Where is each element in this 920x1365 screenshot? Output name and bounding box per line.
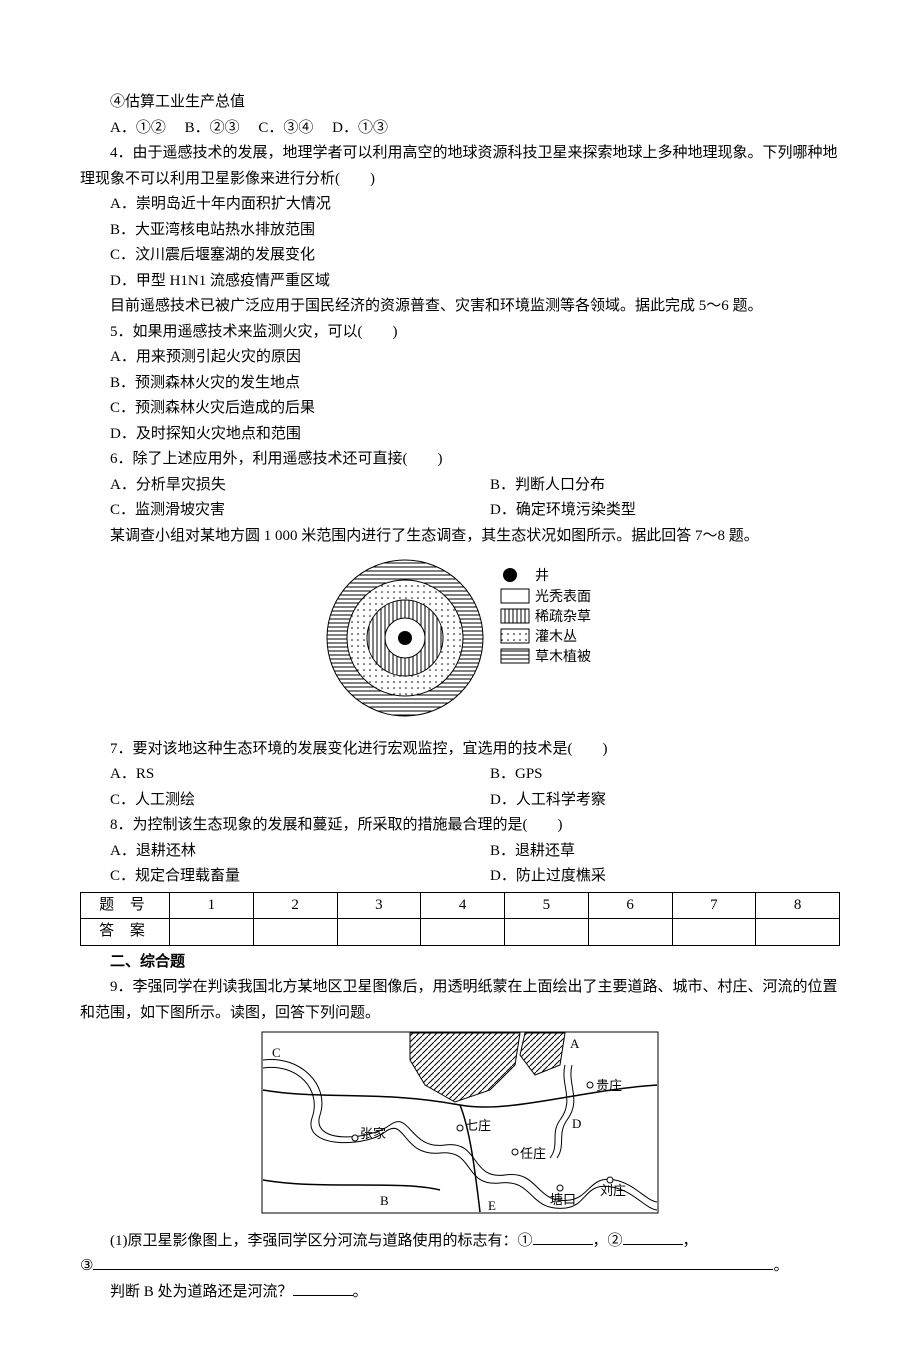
q9-sub1-b-suf: 。 <box>353 1284 368 1300</box>
label-B: B <box>380 1193 389 1208</box>
q6-stem: 6．除了上述应用外，利用遥感技术还可直接( ) <box>80 447 840 473</box>
q6-B: B．判断人口分布 <box>460 473 840 499</box>
q9-sub1-3pre: ③ <box>80 1258 93 1274</box>
q9-sub1-3suf: 。 <box>773 1258 788 1274</box>
q5-C: C．预测森林火灾后造成的后果 <box>80 396 840 422</box>
legend-grass: 草木植被 <box>535 649 591 665</box>
lead-5-6: 目前遥感技术已被广泛应用于国民经济的资源普查、灾害和环境监测等各领域。据此完成 … <box>80 294 840 320</box>
col-5: 5 <box>505 892 589 919</box>
q4-C: C．汶川震后堰塞湖的发展变化 <box>80 243 840 269</box>
q3-C: C．③④ <box>258 120 313 136</box>
blank-1[interactable] <box>533 1229 593 1245</box>
q9-sub1-mid3: ， <box>683 1233 698 1249</box>
q5-D: D．及时探知火灾地点和范围 <box>80 422 840 448</box>
label-guizhuang: 贵庄 <box>596 1078 622 1093</box>
label-tangkou: 塘口 <box>550 1192 576 1207</box>
q4-A: A．崇明岛近十年内面积扩大情况 <box>80 192 840 218</box>
q3-options: A．①② B．②③ C．③④ D．①③ <box>80 116 840 142</box>
q8-C: C．规定合理载畜量 <box>80 864 460 890</box>
col-6: 6 <box>588 892 672 919</box>
q8-row1: A．退耕还林 B．退耕还草 <box>80 839 840 865</box>
q7-D: D．人工科学考察 <box>460 788 840 814</box>
q7-B: B．GPS <box>460 762 840 788</box>
col-1: 1 <box>170 892 254 919</box>
label-E: E <box>488 1198 496 1213</box>
figure-ecology: 井 光秃表面 稀疏杂草 灌木丛 草木植被 <box>80 553 840 733</box>
legend-well: 井 <box>535 568 549 584</box>
label-zhangjia: 张家 <box>360 1126 386 1141</box>
label-C: C <box>272 1045 281 1060</box>
legend-sparse: 稀疏杂草 <box>535 609 591 625</box>
section-2-title: 二、综合题 <box>80 950 840 976</box>
q4-B: B．大亚湾核电站热水排放范围 <box>80 218 840 244</box>
q6-D: D．确定环境污染类型 <box>460 498 840 524</box>
q7-A: A．RS <box>80 762 460 788</box>
q9-sub1-pre: (1)原卫星影像图上，李强同学区分河流与道路使用的标志有：① <box>110 1233 533 1249</box>
q8-D: D．防止过度樵采 <box>460 864 840 890</box>
label-liuzhuang: 刘庄 <box>600 1183 626 1198</box>
q7-stem: 7．要对该地这种生态环境的发展变化进行宏观监控，宜选用的技术是( ) <box>80 737 840 763</box>
q6-row1: A．分析旱灾损失 B．判断人口分布 <box>80 473 840 499</box>
answer-table: 题 号 1 2 3 4 5 6 7 8 答 案 <box>80 892 840 946</box>
q3-B: B．②③ <box>185 120 240 136</box>
q3-opt4: ④估算工业生产总值 <box>80 90 840 116</box>
legend-shrub: 灌木丛 <box>535 629 577 645</box>
q5-A: A．用来预测引起火灾的原因 <box>80 345 840 371</box>
q8-A: A．退耕还林 <box>80 839 460 865</box>
q8-row2: C．规定合理载畜量 D．防止过度樵采 <box>80 864 840 890</box>
blank-2[interactable] <box>623 1229 683 1245</box>
q4-stem: 4．由于遥感技术的发展，地理学者可以利用高空的地球资源科技卫星来探索地球上多种地… <box>80 141 840 192</box>
label-qizhuang: 七庄 <box>465 1118 491 1133</box>
legend-bare: 光秃表面 <box>535 589 591 605</box>
q8-B: B．退耕还草 <box>460 839 840 865</box>
row-header-ans: 答 案 <box>81 919 170 946</box>
q8-stem: 8．为控制该生态现象的发展和蔓延，所采取的措施最合理的是( ) <box>80 813 840 839</box>
lead-7-8: 某调查小组对某地方圆 1 000 米范围内进行了生态调查，其生态状况如图所示。据… <box>80 524 840 550</box>
col-7: 7 <box>672 892 756 919</box>
q3-A: A．①② <box>110 120 166 136</box>
q9-sub1-b-text: 判断 B 处为道路还是河流？ <box>110 1284 293 1300</box>
q5-B: B．预测森林火灾的发生地点 <box>80 371 840 397</box>
q9-sub1-mid2: ，② <box>593 1233 623 1249</box>
q9-sub1-line1: (1)原卫星影像图上，李强同学区分河流与道路使用的标志有：① ，② ， <box>80 1229 840 1255</box>
q6-A: A．分析旱灾损失 <box>80 473 460 499</box>
q7-row1: A．RS B．GPS <box>80 762 840 788</box>
q6-C: C．监测滑坡灾害 <box>80 498 460 524</box>
label-A: A <box>570 1036 580 1051</box>
q3-D: D．①③ <box>332 120 388 136</box>
col-3: 3 <box>337 892 421 919</box>
q7-C: C．人工测绘 <box>80 788 460 814</box>
q5-stem: 5．如果用遥感技术来监测火灾，可以( ) <box>80 320 840 346</box>
col-4: 4 <box>421 892 505 919</box>
q4-D: D．甲型 H1N1 流感疫情严重区域 <box>80 269 840 295</box>
table-row: 答 案 <box>81 919 840 946</box>
q9-sub1-b: 判断 B 处为道路还是河流？ 。 <box>80 1280 840 1306</box>
col-2: 2 <box>253 892 337 919</box>
label-renzhuang: 任庄 <box>520 1146 546 1161</box>
row-header-num: 题 号 <box>81 892 170 919</box>
q9-stem: 9．李强同学在判读我国北方某地区卫星图像后，用透明纸蒙在上面绘出了主要道路、城市… <box>80 975 840 1026</box>
col-8: 8 <box>756 892 840 919</box>
blank-3[interactable] <box>93 1254 773 1270</box>
q6-row2: C．监测滑坡灾害 D．确定环境污染类型 <box>80 498 840 524</box>
q9-sub1-line2: ③。 <box>80 1254 840 1280</box>
q7-row2: C．人工测绘 D．人工科学考察 <box>80 788 840 814</box>
figure-satellite-sketch: A B C D E 张家 七庄 贵庄 任庄 塘口 刘庄 <box>80 1030 840 1225</box>
blank-b[interactable] <box>293 1280 353 1296</box>
table-row: 题 号 1 2 3 4 5 6 7 8 <box>81 892 840 919</box>
label-D: D <box>572 1116 581 1131</box>
